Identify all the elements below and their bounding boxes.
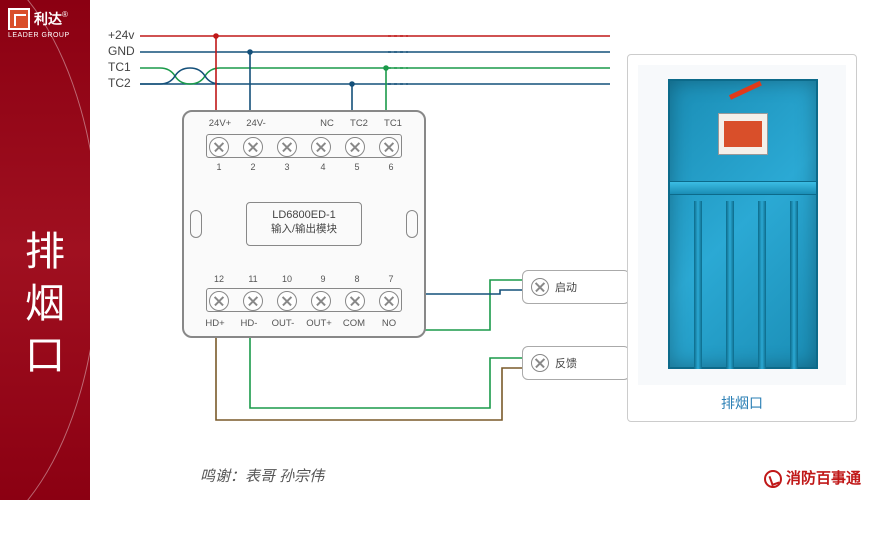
top-num-4: 4 [308, 162, 338, 172]
bot-num-11: 11 [238, 274, 268, 284]
bottom-terminal-row [206, 288, 402, 312]
terminal-12 [209, 291, 229, 311]
terminal-7 [379, 291, 399, 311]
terminal-2 [243, 137, 263, 157]
connector-feedback-label: 反馈 [555, 355, 577, 371]
cabinet-shelf [670, 181, 816, 195]
sidebar: 利达® LEADER GROUP 排烟口 [0, 0, 90, 500]
damper-slat [726, 201, 734, 369]
brand-logo-mark [8, 8, 30, 30]
bus-label-gnd: GND [108, 44, 135, 58]
top-term-label-5: TC1 [378, 118, 408, 129]
terminal-1 [209, 137, 229, 157]
terminal-4 [311, 137, 331, 157]
connector-start: 启动 终端电阻 (5.1KΩ) [522, 270, 630, 304]
io-module: 24V+ 24V- NC TC2 TC1 1 2 3 4 5 6 LD6800E… [182, 110, 426, 338]
bot-term-label-1: HD+ [200, 318, 230, 329]
bot-term-label-2: HD- [234, 318, 264, 329]
brand-sub: LEADER GROUP [8, 32, 98, 39]
connector-feedback-terminal [531, 354, 549, 372]
brand-name: 利达 [34, 11, 62, 27]
bot-num-8: 8 [342, 274, 372, 284]
wiring-diagram: +24v GND TC1 TC2 24V+ 24V- NC TC2 TC1 1 … [90, 0, 889, 500]
mounting-slot-left [190, 210, 202, 238]
product-photo [638, 65, 846, 385]
damper-slat [758, 201, 766, 369]
module-nameplate: LD6800ED-1 输入/输出模块 [246, 202, 362, 246]
terminal-11 [243, 291, 263, 311]
bus-label-24v: +24v [108, 28, 134, 42]
connector-start-label: 启动 [555, 279, 577, 295]
product-photo-frame: 排烟口 [627, 54, 857, 422]
terminal-9 [311, 291, 331, 311]
damper-slat [790, 201, 798, 369]
bot-num-12: 12 [204, 274, 234, 284]
bot-num-7: 7 [376, 274, 406, 284]
bot-num-10: 10 [272, 274, 302, 284]
connector-feedback: 反馈 终端电阻 (5.1KΩ) [522, 346, 630, 380]
actuator-mechanism [724, 121, 762, 147]
top-num-5: 5 [342, 162, 372, 172]
top-num-1: 1 [204, 162, 234, 172]
bus-label-tc1: TC1 [108, 60, 131, 74]
photo-caption: 排烟口 [638, 393, 846, 413]
mounting-slot-right [406, 210, 418, 238]
bot-term-label-4: OUT+ [302, 318, 336, 329]
credits: 鸣谢：表哥 孙宗伟 [200, 465, 324, 486]
top-num-2: 2 [238, 162, 268, 172]
terminal-10 [277, 291, 297, 311]
brand-logo: 利达® LEADER GROUP [8, 8, 98, 39]
page-title: 排烟口 [12, 230, 70, 386]
module-desc: 输入/输出模块 [247, 221, 361, 236]
module-id: LD6800ED-1 [247, 209, 361, 221]
terminal-6 [379, 137, 399, 157]
top-num-3: 3 [272, 162, 302, 172]
footer-brand-icon [764, 470, 782, 488]
top-term-label-3: NC [312, 118, 342, 129]
top-term-label-4: TC2 [344, 118, 374, 129]
damper-slat [694, 201, 702, 369]
top-term-label-1: 24V+ [202, 118, 238, 129]
top-num-6: 6 [376, 162, 406, 172]
terminal-5 [345, 137, 365, 157]
terminal-3 [277, 137, 297, 157]
top-term-label-2: 24V- [238, 118, 274, 129]
terminal-8 [345, 291, 365, 311]
bus-label-tc2: TC2 [108, 76, 131, 90]
connector-start-terminal [531, 278, 549, 296]
bot-num-9: 9 [308, 274, 338, 284]
bot-term-label-5: COM [338, 318, 370, 329]
bot-term-label-3: OUT- [266, 318, 300, 329]
footer-brand-text: 消防百事通 [786, 470, 861, 487]
bot-term-label-6: NO [374, 318, 404, 329]
top-terminal-row [206, 134, 402, 158]
footer-brand: 消防百事通 [764, 467, 861, 488]
